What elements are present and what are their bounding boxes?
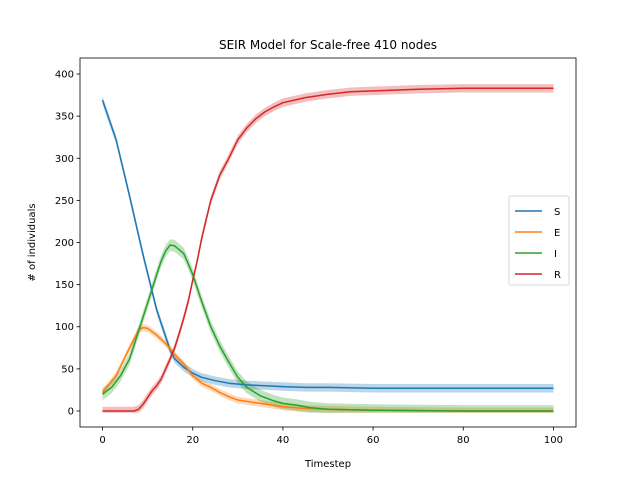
y-tick-label: 100 [55, 322, 74, 333]
x-tick-label: 40 [277, 435, 290, 446]
legend: SEIR [508, 195, 570, 286]
legend-label-i: I [554, 249, 557, 260]
series-line-r [102, 87, 554, 412]
x-tick-label: 80 [457, 435, 470, 446]
x-tick-label: 0 [99, 435, 105, 446]
x-tick-label: 60 [367, 435, 380, 446]
y-tick-label: 150 [55, 280, 74, 291]
legend-label-e: E [554, 228, 560, 239]
y-tick-label: 400 [55, 70, 74, 81]
x-axis-label: Timestep [304, 459, 351, 470]
y-tick-label: 350 [55, 112, 74, 123]
series-lines [101, 87, 554, 412]
confidence-bands [102, 84, 554, 413]
y-tick-label: 300 [55, 154, 74, 165]
y-axis-label: # of individuals [27, 203, 38, 281]
series-line-e [101, 326, 554, 412]
legend-label-r: R [554, 270, 561, 281]
x-tick-label: 20 [186, 435, 199, 446]
x-tick-label: 100 [544, 435, 563, 446]
legend-label-s: S [554, 207, 560, 218]
series-line-s [101, 99, 554, 389]
y-axis-ticks: 0 50 100 150 200 250 300 350 400 [55, 70, 80, 417]
legend-box [508, 195, 570, 286]
y-tick-label: 0 [68, 406, 74, 417]
series-line-i [102, 244, 554, 412]
plot-frame [79, 57, 577, 428]
y-tick-label: 50 [61, 364, 74, 375]
y-tick-label: 200 [55, 238, 74, 249]
y-tick-label: 250 [55, 196, 74, 207]
chart-title: SEIR Model for Scale-free 410 nodes [219, 38, 437, 52]
x-axis-ticks: 0 20 40 60 80 100 [99, 427, 563, 446]
series-band-e [102, 324, 554, 413]
